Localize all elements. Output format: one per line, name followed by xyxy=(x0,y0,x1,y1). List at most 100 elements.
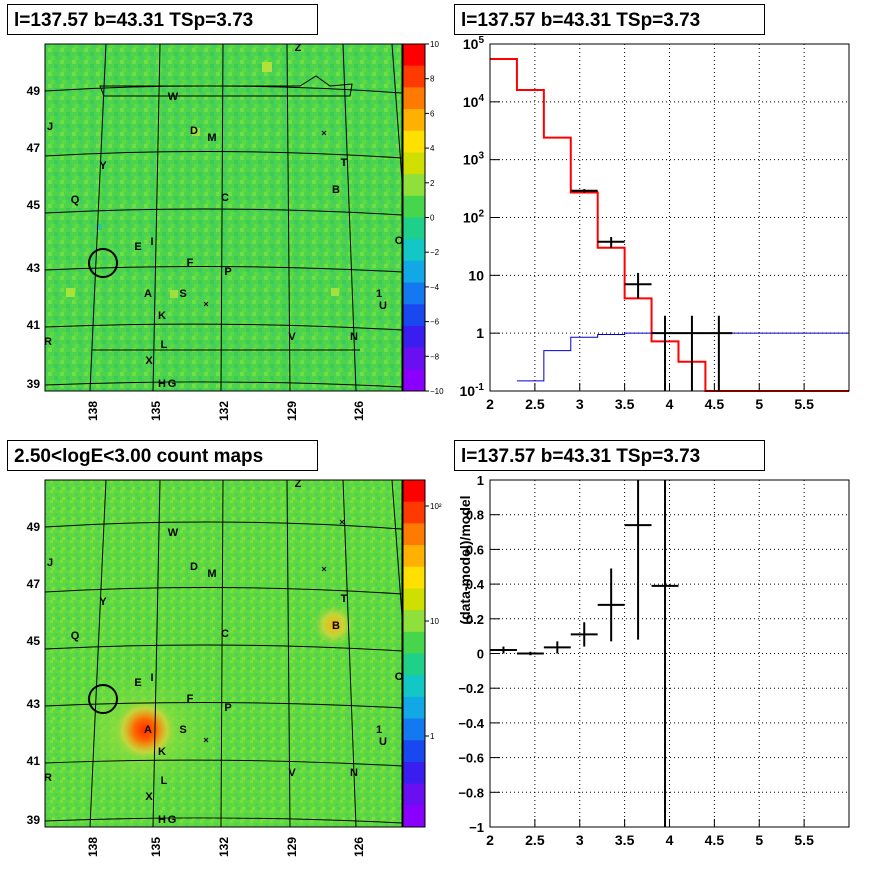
source-label: B xyxy=(332,184,340,196)
colorbar-band xyxy=(403,783,425,806)
y-tick-label: −0.6 xyxy=(458,751,484,766)
colorbar-tick-label: 0 xyxy=(430,214,435,223)
source-labels: Z W J DM Y T Q B C O E I F P A S K U R L V N XH G 1 xyxy=(44,42,404,390)
source-label: O xyxy=(395,235,404,247)
source-label: X xyxy=(145,355,153,367)
source-label: H xyxy=(158,378,166,390)
colorbar-band xyxy=(403,347,425,370)
source-label: P xyxy=(224,266,231,278)
ratio-y-axis-label: (data-model)/model xyxy=(457,495,473,624)
colorbar-tick-label: 10 xyxy=(430,617,439,626)
source-label: T xyxy=(341,593,348,605)
x-tick-label: 4 xyxy=(666,396,674,412)
x-tick-label: 4.5 xyxy=(705,832,725,848)
colorbar-tick-label: −4 xyxy=(430,283,440,292)
colorbar-band xyxy=(403,523,425,546)
colorbar-tick-label: −8 xyxy=(430,352,440,361)
source-label: L xyxy=(161,775,168,787)
source-label: A xyxy=(144,288,152,300)
source-circle-marker xyxy=(88,248,118,278)
colorbar-band xyxy=(403,130,425,153)
colorbar-tick-label: −10 xyxy=(430,387,444,396)
y-tick-label: 10-1 xyxy=(460,382,485,399)
colorbar-band xyxy=(403,588,425,611)
source-label: I xyxy=(150,236,153,248)
x-tick-label: 2 xyxy=(486,396,494,412)
source-label: Q xyxy=(71,630,80,642)
x-tick-label: 4.5 xyxy=(705,396,725,412)
source-label: E xyxy=(134,677,141,689)
top-right-title: l=137.57 b=43.31 TSp=3.73 xyxy=(454,4,765,35)
source-label: J xyxy=(47,557,53,569)
x-tick-label: 3.5 xyxy=(615,832,635,848)
y-tick-label: −0.2 xyxy=(458,681,484,696)
y-tick-label: 0.2 xyxy=(466,612,484,627)
colorbar-band xyxy=(403,805,425,828)
source-label: V xyxy=(288,767,296,779)
y-tick-label: 0.8 xyxy=(466,508,484,523)
colorbar-band xyxy=(403,109,425,132)
source-label: A xyxy=(144,724,152,736)
residual-hotspots xyxy=(66,62,339,298)
source-label: S xyxy=(179,288,186,300)
colorbar-band xyxy=(403,610,425,633)
x-tick-label: 4 xyxy=(666,832,674,848)
colorbar-band xyxy=(403,44,425,67)
x-tick-label: 3 xyxy=(576,832,584,848)
ratio-y-tick-labels: 1 0.8 0.6 0.4 0.2 0 −0.2 −0.4 −0.6 −0.8 −1 xyxy=(458,473,500,835)
residual-map-area xyxy=(45,44,402,391)
x-tick-label: 2.5 xyxy=(525,396,545,412)
source-label: S xyxy=(179,724,186,736)
y-tick-label: 41 xyxy=(27,754,41,768)
source-label: G xyxy=(168,814,177,826)
y-tick-label: −1 xyxy=(469,820,484,835)
ratio-x-tick-labels: 2 2.5 3 3.5 4 4.5 5 5.5 xyxy=(486,819,814,848)
colorbar-frame xyxy=(402,479,426,828)
x-tick-label: 132 xyxy=(217,401,231,421)
source-label: F xyxy=(187,257,194,269)
y-tick-label: 1 xyxy=(476,325,484,341)
count-map-panel: Z W J DM Y T Q B C O E I F P A S K U R L V N XH G 1 49 47 45 43 41 39… xyxy=(27,478,442,857)
source-label: I xyxy=(150,672,153,684)
source-label: P xyxy=(224,702,231,714)
source-label: B xyxy=(332,620,340,632)
colorbar-band xyxy=(403,545,425,568)
colorbar-band xyxy=(403,653,425,676)
residual-map-panel: Z W J DM Y T Q B C O E I F P A S K U R L V N XH G 1 49 47 45 43 41 39… xyxy=(27,40,444,421)
colorbar-tick-label: 8 xyxy=(430,75,435,84)
spectrum-data-points xyxy=(570,189,733,391)
x-tick-label: 129 xyxy=(285,401,299,421)
colorbar-band xyxy=(403,174,425,197)
colorbar-tick-label: −2 xyxy=(430,248,440,257)
count-grid xyxy=(44,479,403,828)
y-tick-label: 45 xyxy=(27,634,41,648)
source-label: N xyxy=(350,331,358,343)
source-label-u-index: 1 xyxy=(376,724,382,736)
colorbar-band xyxy=(403,761,425,785)
source-label: H xyxy=(158,814,166,826)
y-tick-label: −0.4 xyxy=(458,716,484,731)
cross-markers xyxy=(203,130,327,307)
source-label: R xyxy=(44,336,52,348)
source-label: U xyxy=(379,736,387,748)
source-label: Q xyxy=(71,194,80,206)
y-tick-label: 39 xyxy=(27,377,41,391)
source-label: L xyxy=(161,339,168,351)
bright-source-b xyxy=(312,603,356,647)
source-label: Z xyxy=(295,478,302,490)
source-label: N xyxy=(350,767,358,779)
x-tick-label: 129 xyxy=(285,837,299,857)
colorbar-band xyxy=(403,740,425,763)
colorbar-band xyxy=(403,566,425,589)
x-tick-label: 3 xyxy=(576,396,584,412)
count-colorbar: 10² 10 1 xyxy=(402,479,442,828)
colorbar-band xyxy=(403,260,425,284)
source-label: E xyxy=(134,241,141,253)
y-tick-labels: 49 47 45 43 41 39 xyxy=(27,84,41,391)
y-tick-label: 0.4 xyxy=(466,577,485,592)
source-label: X xyxy=(145,791,153,803)
x-tick-label: 3.5 xyxy=(615,396,635,412)
y-tick-label: 105 xyxy=(463,35,485,52)
count-source-circle-marker xyxy=(88,684,118,714)
